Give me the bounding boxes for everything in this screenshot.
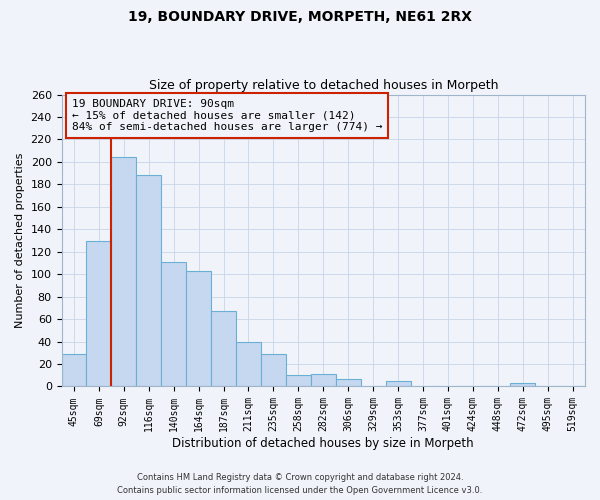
Bar: [211, 311, 236, 386]
Bar: [86, 240, 112, 386]
Bar: [136, 176, 161, 386]
Bar: [62, 354, 86, 386]
Text: 19 BOUNDARY DRIVE: 90sqm
← 15% of detached houses are smaller (142)
84% of semi-: 19 BOUNDARY DRIVE: 90sqm ← 15% of detach…: [72, 99, 382, 132]
Text: 19, BOUNDARY DRIVE, MORPETH, NE61 2RX: 19, BOUNDARY DRIVE, MORPETH, NE61 2RX: [128, 10, 472, 24]
Bar: [311, 374, 336, 386]
Bar: [186, 271, 211, 386]
Y-axis label: Number of detached properties: Number of detached properties: [15, 153, 25, 328]
Bar: [112, 158, 136, 386]
Bar: [336, 378, 361, 386]
Bar: [386, 381, 410, 386]
Bar: [510, 383, 535, 386]
Bar: [286, 375, 311, 386]
Title: Size of property relative to detached houses in Morpeth: Size of property relative to detached ho…: [149, 79, 498, 92]
Text: Contains HM Land Registry data © Crown copyright and database right 2024.
Contai: Contains HM Land Registry data © Crown c…: [118, 474, 482, 495]
Bar: [261, 354, 286, 386]
Bar: [161, 262, 186, 386]
Bar: [236, 342, 261, 386]
X-axis label: Distribution of detached houses by size in Morpeth: Distribution of detached houses by size …: [172, 437, 474, 450]
